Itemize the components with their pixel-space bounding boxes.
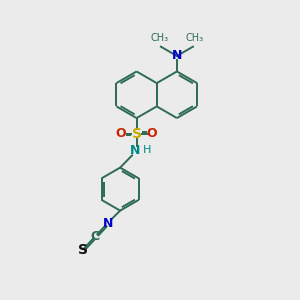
Text: S: S	[132, 127, 142, 141]
Text: N: N	[102, 217, 113, 230]
Text: N: N	[172, 50, 182, 62]
Text: O: O	[147, 127, 158, 140]
Text: N: N	[130, 144, 140, 158]
Text: C: C	[91, 230, 100, 243]
Text: CH₃: CH₃	[185, 33, 203, 43]
Text: H: H	[143, 145, 151, 155]
Text: S: S	[77, 243, 88, 257]
Text: CH₃: CH₃	[150, 33, 168, 43]
Text: O: O	[116, 127, 126, 140]
